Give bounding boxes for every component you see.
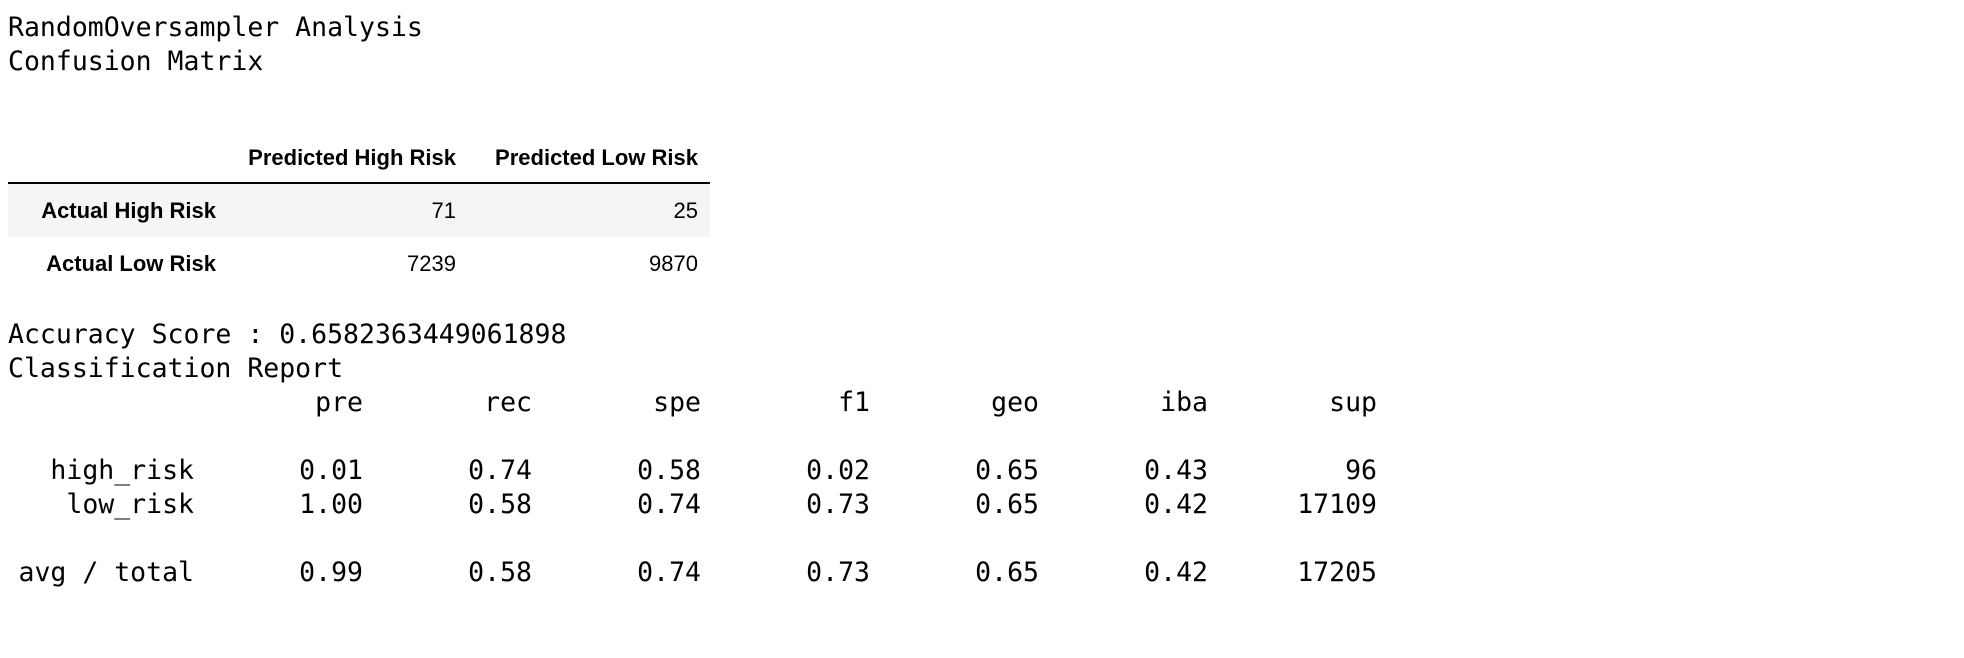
report-column-header: iba <box>1160 387 1208 418</box>
table-cell: 25 <box>673 197 698 223</box>
report-cell: 0.58 <box>468 557 532 588</box>
report-cell: 0.74 <box>637 489 701 520</box>
column-header: Predicted Low Risk <box>468 134 710 184</box>
report-column-header: spe <box>653 387 701 418</box>
classification-report-table: pre rec spe f1 geo iba sup high_risk 0.0… <box>8 386 1378 590</box>
report-cell: 0.42 <box>1144 489 1208 520</box>
report-row: low_risk 1.00 0.58 0.74 0.73 0.65 0.42 1… <box>8 488 1377 522</box>
table-row: Actual High Risk 71 25 <box>8 183 710 237</box>
confusion-matrix-table: Predicted High Risk Predicted Low Risk A… <box>8 134 710 290</box>
report-total-label: avg / total <box>18 557 195 588</box>
report-header-row: pre rec spe f1 geo iba sup <box>8 386 1377 420</box>
report-column-header: rec <box>484 387 532 418</box>
report-column-header: pre <box>315 387 363 418</box>
column-header: Predicted High Risk <box>228 134 468 184</box>
report-cell: 0.65 <box>975 489 1039 520</box>
table-cell: 71 <box>431 197 456 223</box>
metrics-output: Accuracy Score : 0.6582363449061898 Class… <box>8 318 566 386</box>
classification-report-title: Classification Report <box>8 353 344 384</box>
report-total-row: avg / total 0.99 0.58 0.74 0.73 0.65 0.4… <box>8 556 1378 590</box>
report-row: high_risk 0.01 0.74 0.58 0.02 0.65 0.43 … <box>8 454 1377 488</box>
report-cell: 0.58 <box>637 455 701 486</box>
report-cell: 0.65 <box>975 557 1039 588</box>
table-cell: 9870 <box>649 250 698 276</box>
report-cell: 17109 <box>1297 489 1377 520</box>
report-cell: 0.99 <box>299 557 363 588</box>
report-cell: 17205 <box>1297 557 1377 588</box>
table-row: Actual Low Risk 7239 9870 <box>8 237 710 290</box>
confusion-matrix-title: Confusion Matrix <box>8 46 264 77</box>
report-cell: 0.42 <box>1144 557 1208 588</box>
report-spacer-row <box>8 420 1377 454</box>
report-cell: 1.00 <box>299 489 363 520</box>
report-cell: 96 <box>1345 455 1377 486</box>
report-cell: 0.74 <box>637 557 701 588</box>
report-cell: 0.01 <box>299 455 363 486</box>
confusion-matrix-header-row: Predicted High Risk Predicted Low Risk <box>8 134 710 184</box>
accuracy-score: Accuracy Score : 0.6582363449061898 <box>8 319 567 350</box>
report-cell: 0.74 <box>468 455 532 486</box>
report-row-label: low_risk <box>66 489 194 520</box>
corner-cell <box>8 134 228 184</box>
row-header: Actual Low Risk <box>46 250 216 276</box>
report-column-header: sup <box>1329 387 1377 418</box>
report-column-header: f1 <box>838 387 870 418</box>
table-cell: 7239 <box>407 250 456 276</box>
analysis-title: RandomOversampler Analysis <box>8 12 423 43</box>
report-spacer-row <box>8 522 1377 556</box>
report-cell: 0.02 <box>806 455 870 486</box>
report-row-label: high_risk <box>50 455 194 486</box>
report-cell: 0.73 <box>806 489 870 520</box>
report-cell: 0.43 <box>1144 455 1208 486</box>
report-cell: 0.58 <box>468 489 532 520</box>
row-header: Actual High Risk <box>41 197 216 223</box>
output-header: RandomOversampler Analysis Confusion Matr… <box>8 11 423 79</box>
report-column-header: geo <box>991 387 1039 418</box>
report-cell: 0.73 <box>806 557 870 588</box>
report-cell: 0.65 <box>975 455 1039 486</box>
report-corner-cell <box>8 386 194 420</box>
